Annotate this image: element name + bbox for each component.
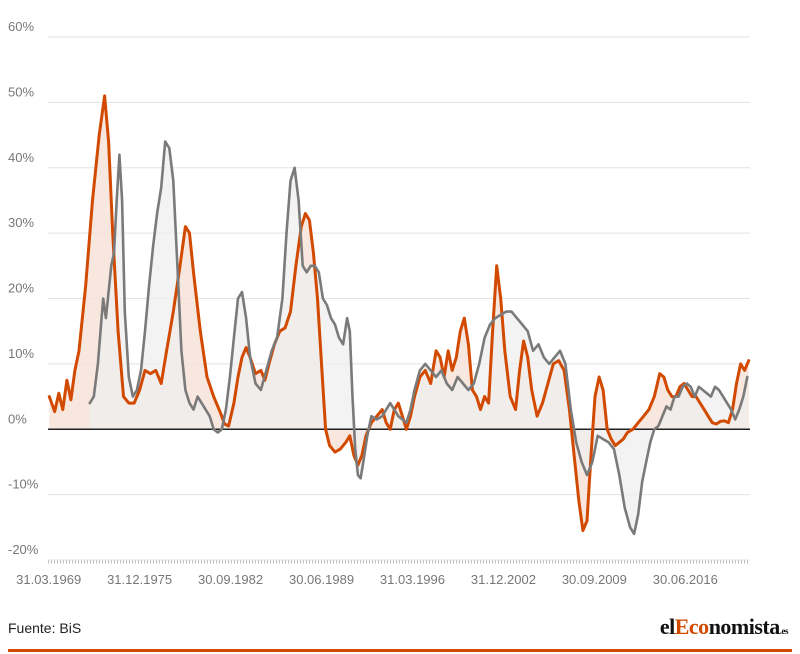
x-tick-label: 31.03.1996 [380,572,445,587]
logo-suffix: .es [779,626,789,636]
footer-rule [8,649,792,652]
publisher-logo[interactable]: elEconomista.es [659,614,789,640]
line-chart: -20%-10%0%10%20%30%40%50%60% 31.03.1969 3… [8,19,751,587]
y-tick-label: 40% [8,150,34,165]
x-tick-label: 30.09.2009 [562,572,627,587]
series-area [49,95,749,531]
y-tick-label: 50% [8,84,34,99]
series-areas [49,95,749,534]
x-tick-label: 31.03.1969 [16,572,81,587]
x-tick-label: 30.06.1989 [289,572,354,587]
series-area [89,141,748,534]
y-tick-label: 30% [8,215,34,230]
x-tick-label: 31.12.1975 [107,572,172,587]
y-tick-label: -10% [8,477,39,492]
logo-prefix: el [659,614,675,639]
x-tick-label: 30.09.1982 [198,572,263,587]
logo-main: nomista [708,614,781,639]
x-tick-label: 31.12.2002 [471,572,536,587]
y-tick-label: 20% [8,281,34,296]
y-axis-ticks: -20% -10% 0% 10% 20% 30% 40% 50% 60% [8,19,39,557]
logo-accent: Eco [674,614,709,639]
series-line [88,140,749,536]
y-tick-label: 60% [8,19,34,34]
x-axis-ticks: 31.03.1969 31.12.1975 30.09.1982 30.06.1989… [16,572,718,587]
y-tick-label: -20% [8,542,39,557]
x-tick-label: 30.06.2016 [653,572,718,587]
series-lines [47,94,751,536]
y-tick-label: 0% [8,411,27,426]
source-note: Fuente: BiS [8,620,82,636]
y-tick-label: 10% [8,346,34,361]
series-line [47,94,751,533]
